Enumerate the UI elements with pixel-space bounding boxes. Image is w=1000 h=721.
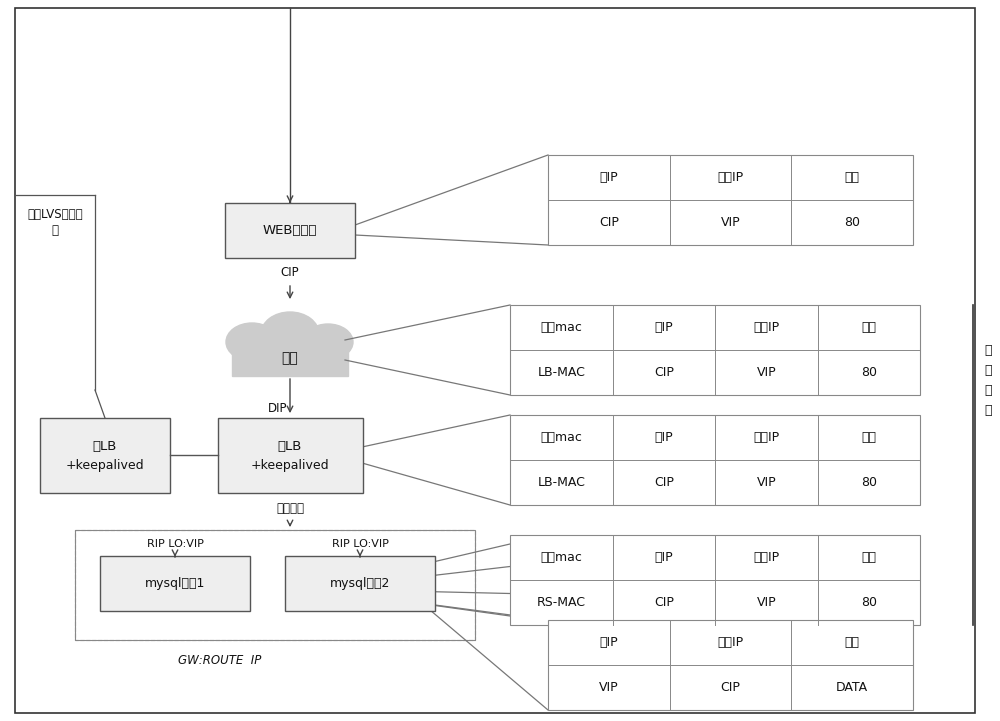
- Bar: [75, 530, 475, 640]
- Text: 目标IP: 目标IP: [717, 171, 744, 184]
- Text: 数: 数: [984, 343, 992, 356]
- Text: 目标IP: 目标IP: [753, 321, 779, 334]
- Text: 源IP: 源IP: [600, 636, 618, 649]
- Text: 端口: 端口: [861, 321, 876, 334]
- Bar: [510, 535, 920, 625]
- Bar: [548, 155, 913, 245]
- Text: WEB服务器: WEB服务器: [263, 224, 317, 236]
- Text: 目的IP: 目的IP: [717, 636, 744, 649]
- Text: 返: 返: [984, 384, 992, 397]
- Text: VIP: VIP: [756, 476, 776, 489]
- Bar: [40, 418, 170, 493]
- Text: LB-MAC: LB-MAC: [537, 476, 585, 489]
- Ellipse shape: [226, 323, 278, 361]
- Text: CIP: CIP: [599, 216, 619, 229]
- Text: 目标mac: 目标mac: [540, 321, 582, 334]
- Bar: [510, 415, 920, 505]
- Text: +keepalived: +keepalived: [251, 459, 329, 472]
- Bar: [548, 620, 913, 710]
- Text: VIP: VIP: [756, 596, 776, 609]
- Bar: [100, 556, 250, 611]
- Text: VIP: VIP: [756, 366, 776, 379]
- Text: 目标mac: 目标mac: [540, 551, 582, 564]
- Bar: [218, 418, 363, 493]
- Bar: [232, 346, 348, 376]
- Text: 目标IP: 目标IP: [753, 431, 779, 444]
- Text: 端口: 端口: [861, 431, 876, 444]
- Ellipse shape: [251, 344, 293, 372]
- Text: VIP: VIP: [599, 681, 619, 694]
- Text: 测: 测: [52, 224, 58, 237]
- Text: 从LB: 从LB: [93, 441, 117, 454]
- Text: 据: 据: [984, 363, 992, 376]
- Text: DATA: DATA: [836, 681, 868, 694]
- Text: 源IP: 源IP: [654, 551, 673, 564]
- Text: 目标mac: 目标mac: [540, 431, 582, 444]
- Text: +keepalived: +keepalived: [66, 459, 144, 472]
- Text: LB-MAC: LB-MAC: [537, 366, 585, 379]
- Ellipse shape: [303, 324, 353, 360]
- Text: 80: 80: [861, 366, 877, 379]
- Bar: [225, 203, 355, 258]
- Text: 源IP: 源IP: [654, 431, 673, 444]
- Text: 回: 回: [984, 404, 992, 417]
- Text: DIP: DIP: [268, 402, 288, 415]
- Text: 端口: 端口: [845, 171, 860, 184]
- Bar: [75, 530, 475, 640]
- Text: 端口: 端口: [861, 551, 876, 564]
- Text: 主LB: 主LB: [278, 441, 302, 454]
- Text: 内网: 内网: [282, 351, 298, 365]
- Text: CIP: CIP: [721, 681, 740, 694]
- Text: CIP: CIP: [654, 596, 674, 609]
- Text: 80: 80: [861, 476, 877, 489]
- Text: 源IP: 源IP: [600, 171, 618, 184]
- Text: RIP LO:VIP: RIP LO:VIP: [147, 539, 203, 549]
- Text: CIP: CIP: [281, 265, 299, 278]
- Text: 80: 80: [844, 216, 860, 229]
- Text: RIP LO:VIP: RIP LO:VIP: [332, 539, 388, 549]
- Text: 主从LVS相互监: 主从LVS相互监: [27, 208, 83, 221]
- Bar: [510, 305, 920, 395]
- Text: VIP: VIP: [721, 216, 740, 229]
- Text: CIP: CIP: [654, 366, 674, 379]
- Ellipse shape: [261, 312, 319, 356]
- Bar: [285, 556, 435, 611]
- Text: mysql查询2: mysql查询2: [330, 577, 390, 590]
- Text: 调度算法: 调度算法: [276, 503, 304, 516]
- Text: mysql查询1: mysql查询1: [145, 577, 205, 590]
- Text: CIP: CIP: [654, 476, 674, 489]
- Ellipse shape: [287, 344, 329, 372]
- Text: 数据: 数据: [845, 636, 860, 649]
- Text: 80: 80: [861, 596, 877, 609]
- Text: 源IP: 源IP: [654, 321, 673, 334]
- Text: GW:ROUTE  IP: GW:ROUTE IP: [178, 653, 262, 666]
- Text: RS-MAC: RS-MAC: [537, 596, 586, 609]
- Text: 目标IP: 目标IP: [753, 551, 779, 564]
